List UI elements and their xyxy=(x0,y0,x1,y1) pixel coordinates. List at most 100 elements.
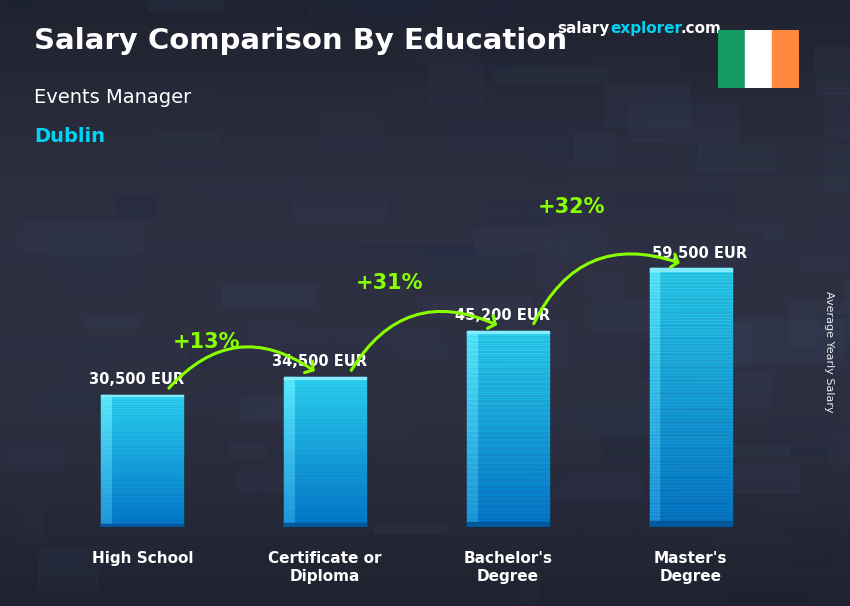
Bar xyxy=(101,404,111,406)
Bar xyxy=(585,274,619,296)
Bar xyxy=(467,387,477,390)
Bar xyxy=(467,502,477,505)
Bar xyxy=(649,524,732,527)
Bar xyxy=(649,511,732,514)
Bar xyxy=(591,54,677,73)
Bar xyxy=(649,359,732,362)
Bar xyxy=(649,488,660,491)
Bar xyxy=(284,392,366,394)
Bar xyxy=(649,424,732,427)
Bar xyxy=(649,385,732,388)
Bar xyxy=(7,443,64,470)
Bar xyxy=(592,300,677,330)
Bar xyxy=(0,189,850,197)
Bar xyxy=(527,167,568,179)
Bar xyxy=(649,310,732,314)
Bar xyxy=(284,486,366,488)
Bar xyxy=(101,502,184,504)
Bar xyxy=(212,389,276,406)
Bar xyxy=(467,387,549,390)
Bar xyxy=(39,545,150,581)
Bar xyxy=(101,454,111,456)
Bar xyxy=(101,484,184,486)
Bar xyxy=(284,507,294,508)
Bar xyxy=(467,378,549,380)
Bar xyxy=(649,320,660,324)
Bar xyxy=(649,359,660,362)
Bar xyxy=(467,453,549,456)
Bar xyxy=(284,418,294,421)
Bar xyxy=(101,410,111,411)
Bar xyxy=(101,423,111,424)
Bar xyxy=(467,358,477,360)
Bar xyxy=(101,459,184,461)
Bar xyxy=(101,466,111,467)
Bar xyxy=(467,380,549,382)
Bar xyxy=(649,281,660,285)
Bar xyxy=(467,372,549,375)
Bar xyxy=(649,479,732,482)
Bar xyxy=(284,430,366,431)
Bar xyxy=(101,418,111,419)
Bar xyxy=(649,385,660,388)
Bar xyxy=(303,23,350,56)
Bar xyxy=(649,346,732,349)
Bar xyxy=(649,365,732,368)
Bar xyxy=(101,471,111,473)
Bar xyxy=(649,339,660,343)
Bar xyxy=(649,314,660,317)
Bar xyxy=(467,348,549,350)
Bar xyxy=(0,462,850,470)
Bar xyxy=(467,409,477,411)
Bar xyxy=(467,461,477,464)
Text: 34,500 EUR: 34,500 EUR xyxy=(272,355,367,369)
Bar xyxy=(101,403,184,404)
Bar xyxy=(101,481,111,482)
Bar xyxy=(467,464,477,466)
Bar xyxy=(467,439,549,441)
Text: 30,500 EUR: 30,500 EUR xyxy=(89,371,184,387)
Bar xyxy=(284,484,294,486)
Bar xyxy=(467,330,549,333)
Bar xyxy=(467,404,549,407)
Bar xyxy=(284,456,294,458)
Bar xyxy=(101,401,184,403)
Bar xyxy=(327,77,379,90)
Bar xyxy=(467,399,477,402)
Bar xyxy=(101,456,111,458)
Bar xyxy=(229,443,264,458)
Bar xyxy=(101,512,184,514)
Bar xyxy=(101,482,111,484)
Bar xyxy=(467,397,549,399)
Bar xyxy=(101,451,184,453)
Bar xyxy=(101,466,184,467)
Bar xyxy=(284,407,294,409)
Bar xyxy=(467,522,477,525)
Bar xyxy=(101,404,184,406)
Bar xyxy=(0,242,850,250)
Bar xyxy=(467,427,477,429)
Bar xyxy=(467,353,549,355)
Bar xyxy=(438,1,521,16)
Bar xyxy=(649,268,732,271)
Bar xyxy=(467,350,549,353)
Bar xyxy=(467,446,477,448)
Bar xyxy=(101,482,184,484)
Bar xyxy=(101,476,184,478)
Bar xyxy=(0,91,850,98)
Bar xyxy=(649,375,660,378)
Bar xyxy=(467,407,477,409)
Bar xyxy=(606,35,680,64)
Bar xyxy=(284,405,294,407)
Bar xyxy=(649,271,660,275)
Bar xyxy=(0,553,850,561)
Bar xyxy=(0,515,850,522)
Bar xyxy=(284,490,294,491)
Bar xyxy=(176,418,217,440)
Bar xyxy=(467,485,477,488)
Bar xyxy=(467,411,549,414)
Bar xyxy=(467,370,549,372)
Bar xyxy=(354,244,473,254)
Bar xyxy=(284,495,294,497)
Bar xyxy=(649,524,660,527)
